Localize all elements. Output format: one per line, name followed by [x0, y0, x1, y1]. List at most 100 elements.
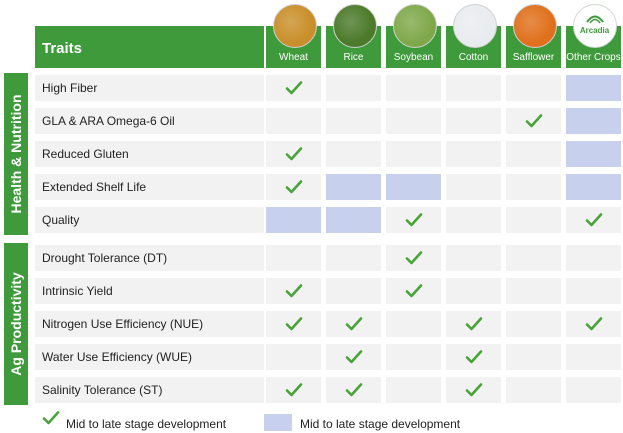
trait-cell — [446, 141, 501, 167]
trait-cell — [326, 108, 381, 134]
trait-cell — [266, 141, 321, 167]
trait-cell — [266, 377, 321, 403]
trait-cell — [266, 75, 321, 101]
crop-label-cotton: Cotton — [458, 52, 489, 63]
trait-cell — [566, 141, 621, 167]
check-icon — [285, 382, 303, 398]
trait-cell — [266, 174, 321, 200]
trait-cell — [386, 245, 441, 271]
trait-cell — [266, 311, 321, 337]
trait-cell — [326, 377, 381, 403]
trait-cell — [446, 75, 501, 101]
trait-cell — [326, 311, 381, 337]
legend-blue-swatch — [264, 414, 292, 431]
crop-header-other: Arcadia Other Crops — [566, 4, 621, 68]
trait-cell — [266, 108, 321, 134]
safflower-photo-icon — [512, 4, 557, 48]
trait-cell — [386, 278, 441, 304]
trait-cell — [386, 75, 441, 101]
crop-label-rice: Rice — [343, 52, 364, 63]
check-icon — [405, 212, 423, 228]
trait-cell — [566, 344, 621, 370]
check-icon — [585, 212, 603, 228]
crop-header-safflower: Safflower — [506, 4, 561, 68]
trait-row-label: Reduced Gluten — [35, 141, 264, 167]
trait-cell — [506, 141, 561, 167]
trait-cell — [326, 174, 381, 200]
arcadia-logo-text: Arcadia — [579, 26, 610, 35]
trait-cell — [446, 344, 501, 370]
section-label-text: Health & Nutrition — [8, 94, 24, 214]
trait-cell — [326, 344, 381, 370]
trait-row-label: GLA & ARA Omega-6 Oil — [35, 108, 264, 134]
trait-cell — [506, 174, 561, 200]
trait-cell — [506, 311, 561, 337]
crop-label-other: Other Crops — [566, 52, 621, 63]
check-icon — [285, 80, 303, 96]
check-icon — [465, 316, 483, 332]
crop-header-soybean: Soybean — [386, 4, 441, 68]
trait-cell — [266, 207, 321, 233]
check-icon — [405, 283, 423, 299]
trait-cell — [326, 207, 381, 233]
arcadia-logo: Arcadia — [572, 4, 617, 48]
check-icon — [465, 349, 483, 365]
check-icon — [345, 316, 363, 332]
trait-cell — [446, 278, 501, 304]
legend-blue-label: Mid to late stage development — [300, 417, 461, 431]
crop-header-cotton: Cotton — [446, 4, 501, 68]
trait-cell — [266, 344, 321, 370]
trait-cell — [386, 207, 441, 233]
check-icon — [465, 382, 483, 398]
trait-cell — [446, 377, 501, 403]
trait-cell — [566, 174, 621, 200]
check-icon — [525, 113, 543, 129]
trait-row-label: Salinity Tolerance (ST) — [35, 377, 264, 403]
trait-cell — [506, 207, 561, 233]
crop-header-wheat: Wheat — [266, 4, 321, 68]
trait-cell — [566, 377, 621, 403]
trait-cell — [506, 278, 561, 304]
crop-label-safflower: Safflower — [512, 52, 555, 63]
trait-cell — [506, 344, 561, 370]
trait-row-label: Extended Shelf Life — [35, 174, 264, 200]
trait-cell — [386, 108, 441, 134]
section-label-ag: Ag Productivity — [4, 243, 28, 405]
trait-row-label: Quality — [35, 207, 264, 233]
trait-cell — [446, 245, 501, 271]
trait-cell — [446, 108, 501, 134]
trait-cell — [506, 108, 561, 134]
crop-label-soybean: Soybean — [393, 52, 434, 63]
wheat-photo-icon — [272, 4, 317, 48]
trait-cell — [506, 245, 561, 271]
soybean-photo-icon — [392, 4, 437, 48]
legend-check-icon — [42, 410, 60, 426]
check-icon — [285, 146, 303, 162]
trait-cell — [386, 311, 441, 337]
check-icon — [285, 316, 303, 332]
trait-cell — [446, 207, 501, 233]
trait-cell — [386, 174, 441, 200]
trait-row-label: Intrinsic Yield — [35, 278, 264, 304]
trait-cell — [506, 377, 561, 403]
section-label-health: Health & Nutrition — [4, 73, 28, 235]
check-icon — [405, 250, 423, 266]
trait-row-label: High Fiber — [35, 75, 264, 101]
check-icon — [285, 179, 303, 195]
trait-row-label: Drought Tolerance (DT) — [35, 245, 264, 271]
trait-cell — [266, 278, 321, 304]
section-label-text: Ag Productivity — [8, 272, 24, 376]
trait-cell — [566, 245, 621, 271]
trait-cell — [566, 311, 621, 337]
trait-cell — [566, 278, 621, 304]
trait-cell — [566, 108, 621, 134]
check-icon — [345, 349, 363, 365]
crop-label-wheat: Wheat — [279, 52, 308, 63]
trait-cell — [266, 245, 321, 271]
rice-photo-icon — [332, 4, 377, 48]
trait-cell — [326, 75, 381, 101]
trait-cell — [386, 141, 441, 167]
trait-cell — [446, 311, 501, 337]
check-icon — [585, 316, 603, 332]
trait-cell — [386, 344, 441, 370]
